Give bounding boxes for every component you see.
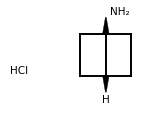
- Text: NH₂: NH₂: [110, 7, 130, 17]
- Text: HCl: HCl: [10, 66, 28, 76]
- Polygon shape: [103, 76, 109, 92]
- Text: H: H: [102, 95, 110, 105]
- Polygon shape: [103, 18, 109, 34]
